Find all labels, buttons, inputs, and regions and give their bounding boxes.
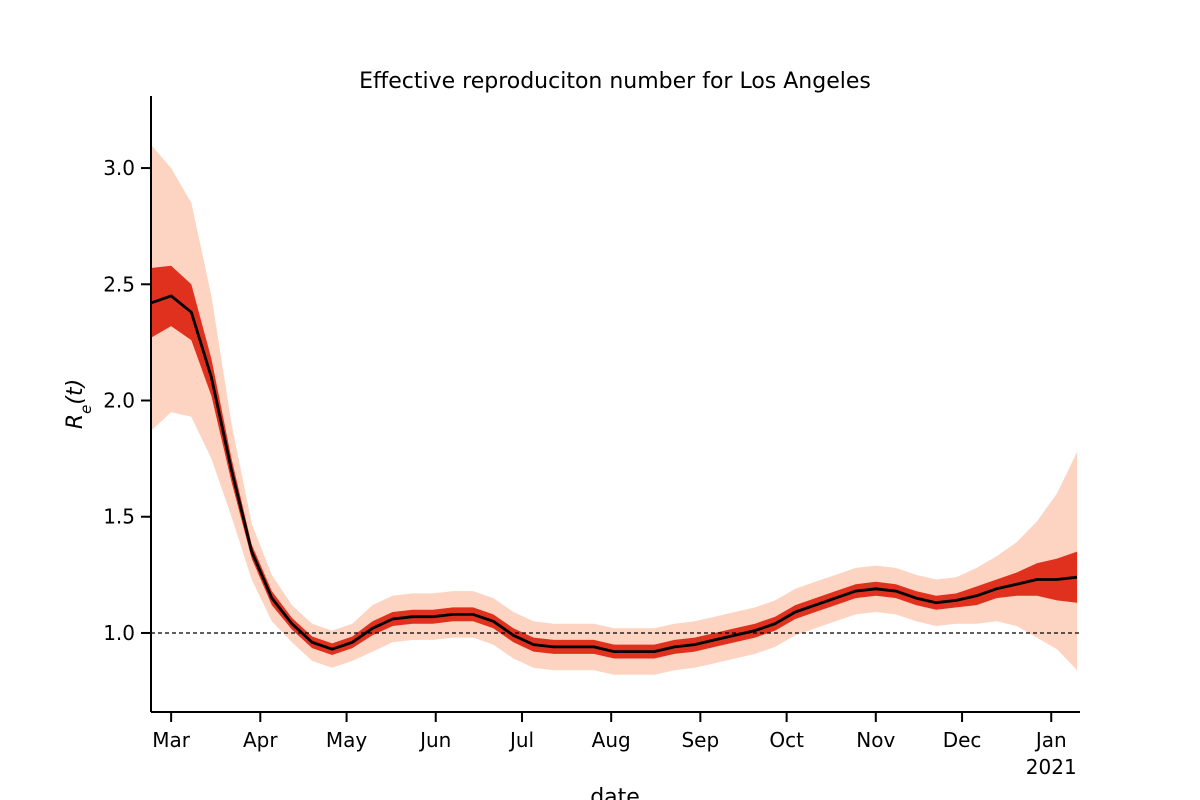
- y-label-rest: (t): [63, 379, 88, 405]
- x-tick-label: May: [326, 728, 368, 752]
- x-tick-label: Sep: [681, 728, 719, 752]
- x-tick-label: Jun: [418, 728, 451, 752]
- x-tick-label: Jul: [508, 728, 534, 752]
- y-tick-label: 2.5: [103, 272, 135, 296]
- y-tick-label: 2.0: [103, 389, 135, 413]
- x-tick-label: Mar: [152, 728, 191, 752]
- uncertainty-band: [151, 265, 1078, 659]
- x-tick-label: Aug: [592, 728, 631, 752]
- y-tick-label: 1.0: [103, 621, 135, 645]
- median-line: [150, 294, 1078, 653]
- x-tick-sublabel: 2021: [1026, 755, 1077, 779]
- x-tick-label: Nov: [856, 728, 895, 752]
- x-tick-label: Jan: [1034, 728, 1067, 752]
- y-tick-label: 3.0: [103, 156, 135, 180]
- uncertainty-band: [151, 144, 1078, 675]
- y-axis-label: Re(t): [63, 379, 95, 429]
- x-axis-label: date: [590, 785, 640, 800]
- x-tick-label: Oct: [769, 728, 804, 752]
- y-label-base: R: [63, 414, 88, 429]
- x-tick-label: Apr: [243, 728, 278, 752]
- y-label-sub: e: [77, 405, 95, 414]
- y-tick-label: 1.5: [103, 505, 135, 529]
- x-tick-label: Dec: [943, 728, 982, 752]
- chart-title: Effective reproduciton number for Los An…: [359, 69, 871, 94]
